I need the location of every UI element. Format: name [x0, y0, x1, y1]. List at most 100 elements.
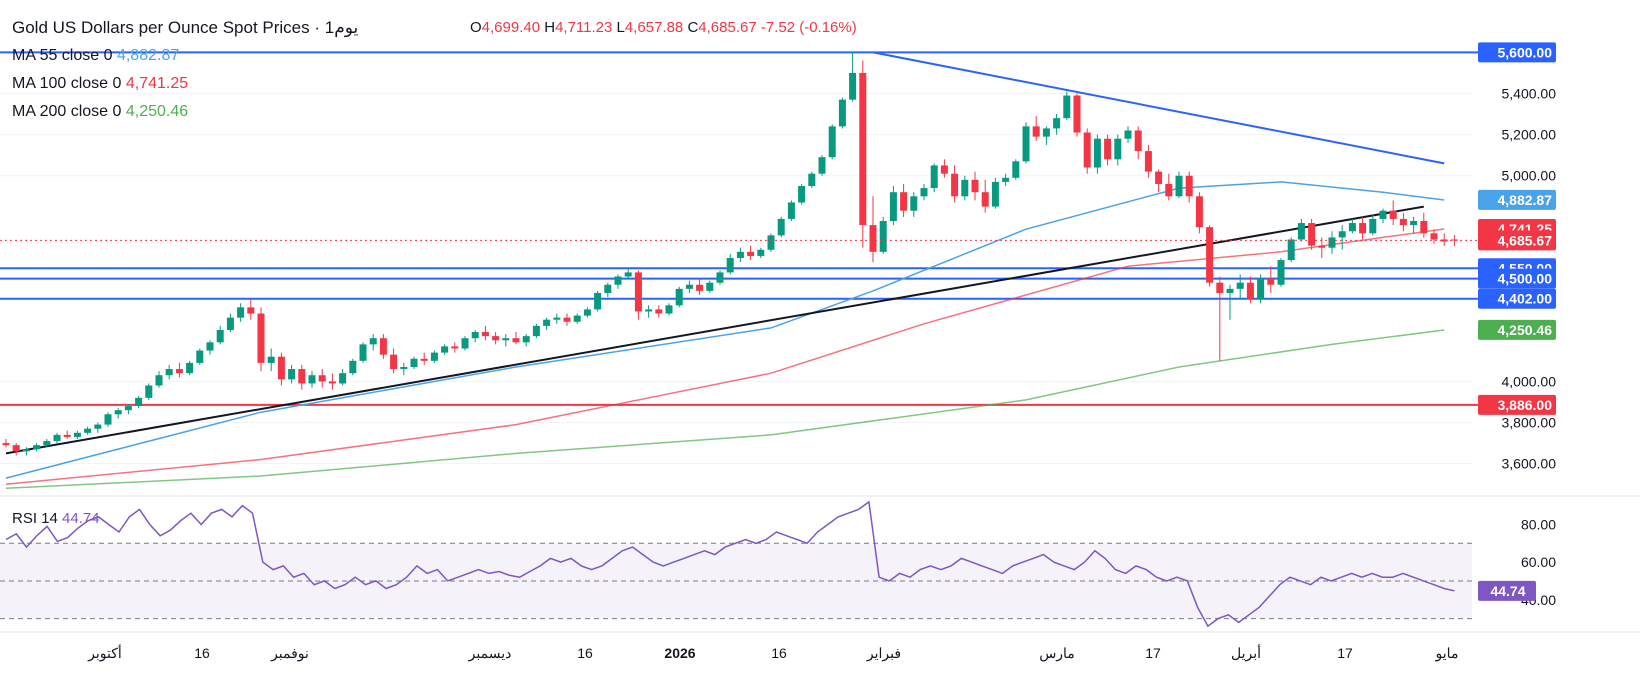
candle: [1318, 237, 1326, 258]
candle-body: [971, 179, 979, 193]
candle: [349, 358, 357, 376]
price-tick-label: 5,400.00: [1502, 85, 1557, 101]
price-badge-bg: [1478, 268, 1556, 289]
candle: [920, 183, 928, 201]
candle: [267, 348, 275, 372]
candle-body: [787, 202, 795, 219]
candle: [379, 334, 387, 359]
candle-body: [1216, 282, 1224, 293]
candle: [1134, 126, 1142, 160]
high-value: 4,711.23: [555, 19, 613, 36]
candle-body: [838, 99, 846, 127]
candle-body: [1246, 282, 1254, 300]
candle: [1399, 212, 1407, 232]
candle: [1124, 126, 1132, 143]
candle: [288, 364, 296, 384]
candle: [645, 305, 653, 318]
candle-body: [553, 317, 561, 320]
candle-body: [1093, 138, 1101, 168]
candle: [145, 383, 153, 400]
candle: [1450, 235, 1458, 247]
rsi-label: RSI 14: [12, 510, 58, 527]
ma55-label: MA 55 close 0: [12, 47, 113, 64]
candle-body: [175, 369, 183, 374]
candle: [1236, 274, 1244, 300]
candle-body: [379, 338, 387, 355]
candle-body: [104, 414, 112, 425]
candle: [196, 348, 204, 365]
candle-body: [747, 251, 755, 256]
candle-body: [84, 428, 92, 433]
candle: [237, 303, 245, 322]
candle-body: [1328, 237, 1336, 248]
candle: [1216, 276, 1224, 361]
value-badge: 4,882.87: [1478, 189, 1556, 210]
candle-body: [2, 443, 10, 446]
candle: [1287, 237, 1295, 263]
time-tick-label: 16: [577, 645, 593, 661]
candle: [2, 438, 10, 448]
candle-body: [1124, 130, 1132, 139]
candle-body: [1267, 278, 1275, 285]
candle: [155, 371, 163, 388]
candle: [1379, 208, 1387, 224]
candle-body: [216, 329, 224, 343]
candle-body: [1002, 177, 1010, 182]
candle-body: [461, 338, 469, 349]
candle: [532, 323, 540, 339]
candle: [1032, 116, 1040, 141]
candle-body: [624, 272, 632, 277]
candle-body: [1257, 278, 1265, 300]
candle: [736, 247, 744, 263]
rsi-tick-label: 80.00: [1521, 516, 1556, 532]
candle-body: [1450, 239, 1458, 241]
chart-legend: Gold US Dollars per Ounce Spot Prices · …: [12, 14, 358, 126]
rsi-line: [5, 500, 1455, 628]
candle: [441, 344, 449, 355]
candle: [63, 430, 71, 439]
candle: [12, 443, 20, 456]
candle-body: [849, 72, 857, 100]
candle: [1022, 122, 1030, 164]
candle: [216, 325, 224, 345]
candle-body: [1379, 210, 1387, 219]
candle-body: [1053, 118, 1061, 129]
candle-body: [33, 445, 41, 450]
candle: [400, 362, 408, 376]
candle: [277, 352, 285, 386]
candle: [889, 186, 897, 226]
rsi-legend: RSI 14 44.74: [12, 510, 100, 527]
time-tick-label: 17: [1145, 645, 1161, 661]
candle: [849, 52, 857, 102]
ma55-line: [5, 181, 1445, 479]
ma200-label: MA 200 close 0: [12, 103, 122, 120]
candle: [655, 305, 663, 318]
candle: [1185, 171, 1193, 203]
ma200-line: [5, 329, 1445, 490]
candle: [1369, 214, 1377, 236]
candle-body: [930, 165, 938, 189]
rsi-badge-bg: [1478, 580, 1536, 601]
candle: [808, 171, 816, 189]
candle-body: [634, 272, 642, 312]
price-badge-label: 4,500.00: [1498, 271, 1553, 287]
candle: [257, 307, 265, 372]
candle: [634, 270, 642, 320]
price-badge-label: 4,402.00: [1498, 291, 1553, 307]
candle: [563, 313, 571, 326]
candle: [624, 268, 632, 279]
time-tick-label: فبراير: [866, 645, 901, 662]
candle: [114, 408, 122, 419]
price-badge-bg: [1478, 230, 1556, 251]
candle: [1277, 258, 1285, 287]
candle-body: [879, 220, 887, 252]
candle-body: [288, 369, 296, 380]
level-badge: 5,600.00: [1478, 42, 1556, 63]
candle: [573, 313, 581, 324]
candle-body: [1410, 220, 1418, 226]
level-badge: 4,500.00: [1478, 268, 1556, 289]
rsi-badge: 44.74: [1478, 580, 1536, 601]
value-badge: 4,250.46: [1478, 319, 1556, 340]
candle-body: [390, 354, 398, 370]
